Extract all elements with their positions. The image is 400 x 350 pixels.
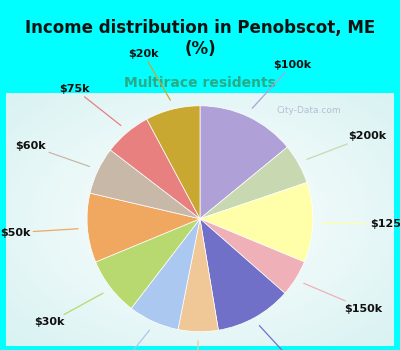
Wedge shape — [200, 147, 307, 219]
Text: $20k: $20k — [128, 49, 170, 100]
Text: $200k: $200k — [307, 131, 387, 159]
Text: > $200k: > $200k — [172, 341, 223, 350]
Wedge shape — [147, 106, 200, 219]
Text: $125k: $125k — [322, 219, 400, 229]
Text: $30k: $30k — [35, 293, 103, 327]
Text: $40k: $40k — [99, 330, 150, 350]
Wedge shape — [200, 106, 287, 219]
Wedge shape — [96, 219, 200, 308]
Text: Income distribution in Penobscot, ME
(%): Income distribution in Penobscot, ME (%) — [25, 19, 375, 58]
Wedge shape — [110, 119, 200, 219]
Text: $10k: $10k — [259, 326, 313, 350]
Wedge shape — [90, 150, 200, 219]
Wedge shape — [200, 219, 304, 293]
Text: $60k: $60k — [16, 141, 90, 167]
Wedge shape — [200, 219, 285, 330]
Wedge shape — [131, 219, 200, 330]
Wedge shape — [87, 193, 200, 262]
Wedge shape — [178, 219, 218, 332]
Text: $50k: $50k — [0, 228, 78, 238]
Text: City-Data.com: City-Data.com — [276, 106, 341, 115]
Text: $75k: $75k — [60, 84, 121, 126]
Wedge shape — [200, 182, 313, 262]
Text: $100k: $100k — [252, 60, 311, 108]
Text: $150k: $150k — [304, 283, 382, 314]
Text: Multirace residents: Multirace residents — [124, 76, 276, 90]
